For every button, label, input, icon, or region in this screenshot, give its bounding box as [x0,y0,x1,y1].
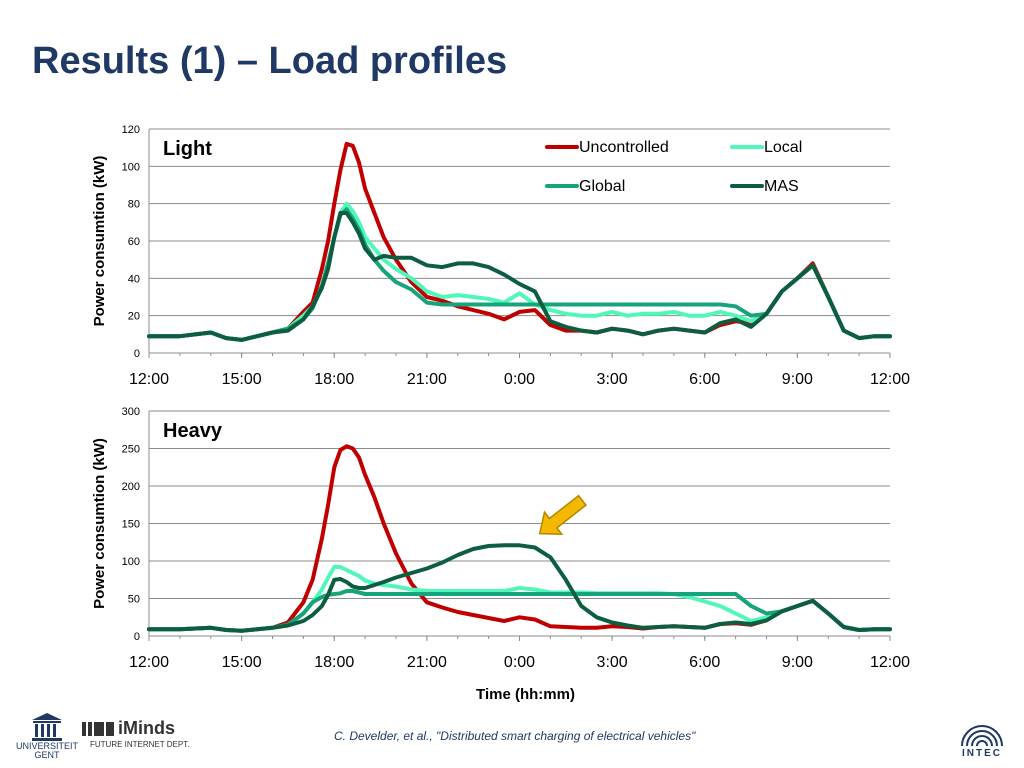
x-tick-label: 3:00 [597,371,628,388]
x-tick-label: 12:00 [129,654,169,671]
x-tick-label: 3:00 [597,654,628,671]
iminds-subtitle: FUTURE INTERNET DEPT. [90,740,190,749]
series-line-uncontrolled [147,141,892,342]
y-tick-label: 0 [134,348,140,360]
slide-title: Results (1) – Load profiles [32,40,508,82]
y-axis-label: Power consumtion (kW) [91,156,108,327]
legend-label-global: Global [579,178,625,195]
x-axis-label: Time (hh:mm) [476,686,575,703]
series-line-mas [147,543,892,633]
x-tick-label: 15:00 [222,654,262,671]
series-line-global [147,207,892,342]
ugent-logo-text: UNIVERSITEIT GENT [15,741,78,760]
intec-arcs-icon [961,725,1003,747]
x-tick-label: 12:00 [129,371,169,388]
y-tick-label: 150 [122,519,140,531]
y-tick-label: 20 [128,311,140,323]
intec-logo: INTEC [952,712,1012,762]
panel-label: Light [163,138,212,160]
footer-citation: C. Develder, et al., "Distributed smart … [334,729,696,743]
y-tick-label: 200 [122,481,140,493]
y-tick-label: 60 [128,236,140,248]
legend-label-mas: MAS [764,178,799,195]
y-axis-label: Power consumtion (kW) [91,438,108,609]
y-tick-label: 40 [128,273,140,285]
y-tick-label: 100 [122,161,140,173]
x-tick-label: 15:00 [222,371,262,388]
x-tick-label: 12:00 [870,371,910,388]
x-tick-label: 0:00 [504,371,535,388]
series-line-mas [147,211,892,342]
legend-label-local: Local [764,139,802,156]
y-tick-label: 50 [128,594,140,606]
x-tick-label: 21:00 [407,371,447,388]
y-tick-label: 120 [122,124,140,136]
ugent-logo: UNIVERSITEIT GENT [12,712,82,762]
chart-panel-heavy: 0 50 100 150 200 250 300 12:00 15:00 18:00 21:00 0:… [91,406,910,703]
panel-label: Heavy [163,420,223,442]
legend-label-uncontrolled: Uncontrolled [579,139,669,156]
x-tick-label: 9:00 [782,371,813,388]
x-tick-label: 21:00 [407,654,447,671]
x-tick-label: 9:00 [782,654,813,671]
y-tick-label: 100 [122,556,140,568]
y-tick-label: 250 [122,444,140,456]
x-tick-label: 18:00 [314,654,354,671]
series-line-local [147,201,892,342]
x-tick-label: 6:00 [689,654,720,671]
university-building-icon [32,713,62,741]
arrow-shape [538,494,588,535]
x-tick-label: 12:00 [870,654,910,671]
x-tick-label: 0:00 [504,654,535,671]
intec-logo-text: INTEC [962,748,1002,759]
iminds-mark-icon [82,722,114,736]
series-line-uncontrolled [147,444,892,633]
iminds-wordmark: iMinds [118,718,175,738]
x-tick-label: 18:00 [314,371,354,388]
y-tick-label: 300 [122,406,140,418]
series-line-global [147,589,892,633]
arrow-icon [538,494,588,535]
y-tick-label: 80 [128,199,140,211]
x-tick-label: 6:00 [689,371,720,388]
iminds-logo: iMinds FUTURE INTERNET DEPT. [80,718,189,758]
chart-panel-light: 0 20 40 60 80 100 120 12:00 15:00 18:00 21:00 0:00 3… [91,124,910,388]
y-tick-label: 0 [134,631,140,643]
